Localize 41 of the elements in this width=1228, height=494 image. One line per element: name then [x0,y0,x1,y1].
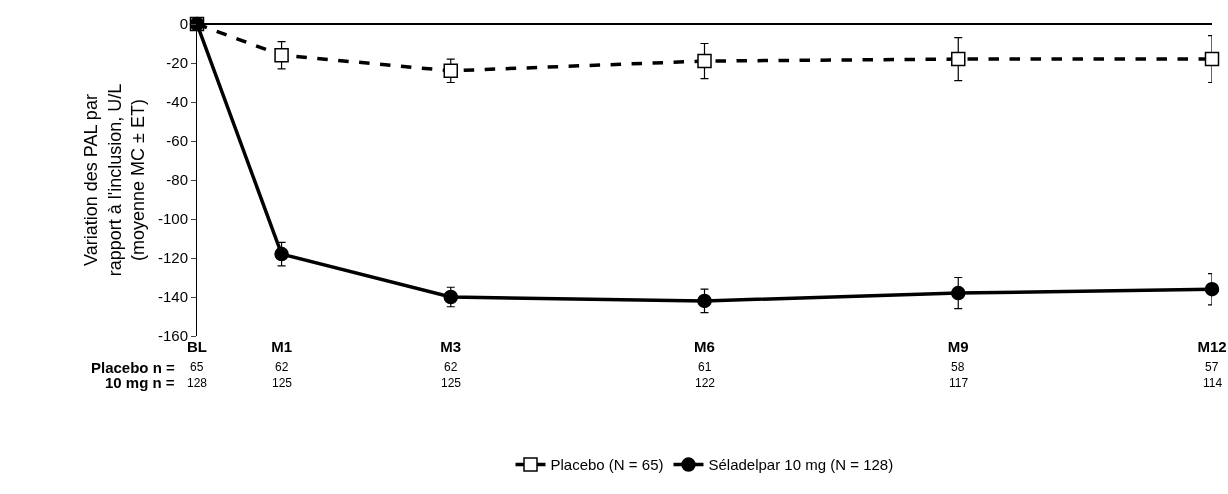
y-tick-label: -140 [157,288,188,306]
x-tick-label: M3 [440,338,462,355]
point [274,47,289,63]
text: Placebo n = [91,359,176,376]
legend-label: Séladelpar 10 mg (N = 128) [708,456,894,474]
point [951,285,966,301]
point [1204,51,1220,67]
text: 65 [190,360,204,374]
text: 10 mg n = [105,374,175,391]
point [697,293,712,309]
text: 62 [275,360,289,374]
x-tick-label: M6 [694,338,715,355]
text: 122 [695,376,716,390]
text: 58 [951,360,965,374]
y-tick-label: 0 [179,15,188,33]
text: 114 [1203,376,1223,390]
text: 128 [187,376,208,390]
y-axis-title: Variation des PAL par rapport à l'inclusion, U/L (moyenne MC ± ET) [81,83,149,277]
point [697,53,712,69]
legend-label: Placebo (N = 65) [550,456,664,474]
text: 61 [698,360,712,374]
point [443,63,458,79]
text: 125 [272,376,293,390]
y-tick-label: -40 [166,93,188,111]
y-tick-label: -80 [166,171,188,189]
x-tick-label: M9 [947,338,969,355]
x-tick-label: M1 [271,338,292,355]
point [951,51,966,67]
point [274,246,289,262]
y-tick-label: -100 [157,210,188,228]
text: 117 [949,376,969,390]
y-tick-label: -60 [166,132,188,150]
text: 125 [441,376,462,390]
y-tick-label: -20 [166,54,188,72]
point [1204,281,1220,297]
x-tick-label: M12 [1197,338,1227,355]
text: 57 [1205,360,1219,374]
y-tick-label: -160 [157,327,188,345]
y-tick-label: -120 [157,249,188,267]
x-tick-label: BL [187,338,207,355]
text: 62 [444,360,458,374]
